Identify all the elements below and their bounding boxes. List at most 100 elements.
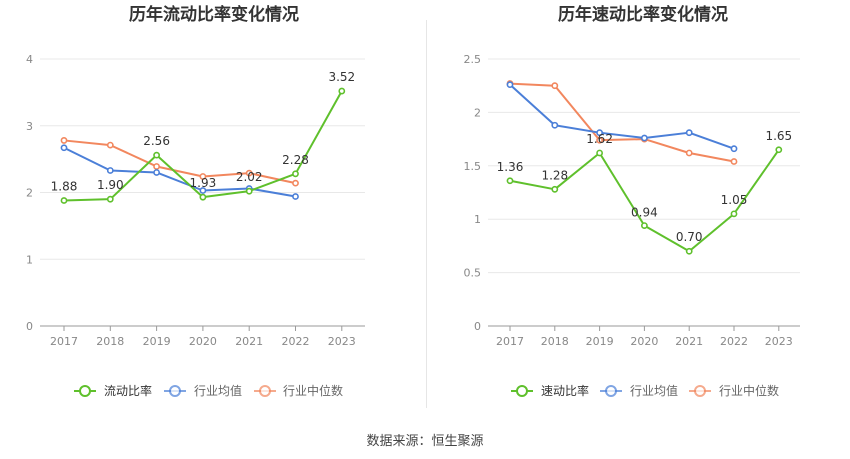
data-point <box>292 179 299 187</box>
data-point <box>153 163 160 170</box>
legend-marker <box>694 385 706 397</box>
data-point <box>292 193 299 200</box>
data-point <box>506 177 514 185</box>
data-point <box>106 195 114 203</box>
data-label: 0.94 <box>631 206 658 220</box>
data-label: 2.02 <box>236 170 263 184</box>
y-tick-label: 2 <box>26 187 33 200</box>
data-point <box>199 187 207 194</box>
chart-title: 历年流动比率变化情况 <box>129 4 299 25</box>
x-tick-label: 2018 <box>541 335 569 348</box>
data-point <box>551 185 559 193</box>
data-point <box>596 136 603 144</box>
data-point <box>245 187 253 195</box>
legend-label: 行业中位数 <box>283 383 343 398</box>
y-tick-label: 1.5 <box>464 160 482 173</box>
data-point <box>730 210 738 218</box>
data-point <box>641 134 648 142</box>
legend-item: 行业中位数 <box>254 383 343 398</box>
data-point <box>685 129 693 137</box>
legend-item: 速动比率 <box>511 383 589 398</box>
y-tick-label: 1 <box>26 253 33 266</box>
data-point <box>685 149 693 157</box>
x-tick-label: 2022 <box>720 335 748 348</box>
x-tick-label: 2023 <box>328 335 356 348</box>
data-label: 1.28 <box>541 168 568 182</box>
data-point <box>641 222 648 230</box>
data-point <box>199 193 207 201</box>
data-point <box>685 247 693 255</box>
data-point <box>596 129 603 137</box>
x-tick-label: 2022 <box>282 335 310 348</box>
data-label: 1.93 <box>190 176 217 190</box>
y-tick-label: 0.5 <box>464 267 482 280</box>
data-point <box>60 197 68 204</box>
data-label: 2.28 <box>282 153 309 167</box>
data-point <box>775 146 783 154</box>
y-tick-label: 0 <box>474 320 481 333</box>
legend-item: 行业均值 <box>164 383 242 398</box>
legend-marker <box>79 385 91 397</box>
data-point <box>199 173 207 180</box>
x-tick-label: 2021 <box>675 335 703 348</box>
data-label: 1.62 <box>586 132 613 146</box>
series-line <box>63 146 296 198</box>
legend-marker <box>259 385 271 397</box>
x-tick-label: 2020 <box>630 335 658 348</box>
series-line <box>63 139 296 185</box>
data-label: 1.88 <box>51 180 78 194</box>
data-source: 数据来源：恒生聚源 <box>366 434 484 449</box>
legend-label: 行业均值 <box>630 383 678 398</box>
data-label: 1.90 <box>97 178 124 192</box>
y-tick-label: 1 <box>474 213 481 226</box>
data-point <box>551 82 559 90</box>
data-point <box>245 169 253 177</box>
x-tick-label: 2019 <box>143 335 171 348</box>
data-point <box>153 169 160 176</box>
data-label: 2.56 <box>143 134 170 148</box>
legend-item: 行业中位数 <box>689 383 779 398</box>
y-tick-label: 0 <box>26 320 33 333</box>
legend-item: 流动比率 <box>74 383 152 398</box>
data-label: 1.05 <box>721 193 748 207</box>
data-point <box>338 87 346 95</box>
chart-divider <box>426 20 427 408</box>
data-point <box>106 141 114 149</box>
data-label: 1.65 <box>765 129 792 143</box>
data-point <box>60 144 68 152</box>
y-tick-label: 3 <box>26 120 33 133</box>
legend-item: 行业均值 <box>600 383 678 398</box>
x-tick-label: 2017 <box>496 335 524 348</box>
x-tick-label: 2017 <box>50 335 78 348</box>
data-point <box>292 170 299 178</box>
chart-1: 历年流动比率变化情况 0 1 2 3 4 2017 2018 2019 2020 2021 2022 2… <box>26 4 365 398</box>
legend-marker <box>605 385 617 397</box>
data-point <box>730 145 738 153</box>
x-tick-label: 2023 <box>765 335 793 348</box>
data-point <box>106 167 114 174</box>
x-tick-label: 2018 <box>96 335 124 348</box>
x-tick-label: 2020 <box>189 335 217 348</box>
x-tick-label: 2021 <box>235 335 263 348</box>
y-tick-label: 2 <box>474 106 481 119</box>
legend-label: 流动比率 <box>104 383 152 398</box>
series-line <box>509 82 735 163</box>
legend-marker <box>516 385 528 397</box>
legend-label: 行业均值 <box>194 383 242 398</box>
data-label: 1.36 <box>497 160 524 174</box>
y-tick-label: 2.5 <box>464 53 482 66</box>
x-tick-label: 2019 <box>586 335 614 348</box>
legend-label: 速动比率 <box>541 383 589 398</box>
y-tick-label: 4 <box>26 53 33 66</box>
data-point <box>596 149 603 157</box>
data-point <box>551 121 559 129</box>
series-line <box>509 83 735 150</box>
data-point <box>153 151 160 159</box>
data-label: 3.52 <box>328 70 355 84</box>
legend-marker <box>169 385 181 397</box>
data-point <box>730 158 738 165</box>
data-point <box>506 81 514 89</box>
chart-2: 历年速动比率变化情况 0 0.5 1 1.5 2 2.5 2017 2018 2019 2020 20… <box>464 4 800 398</box>
